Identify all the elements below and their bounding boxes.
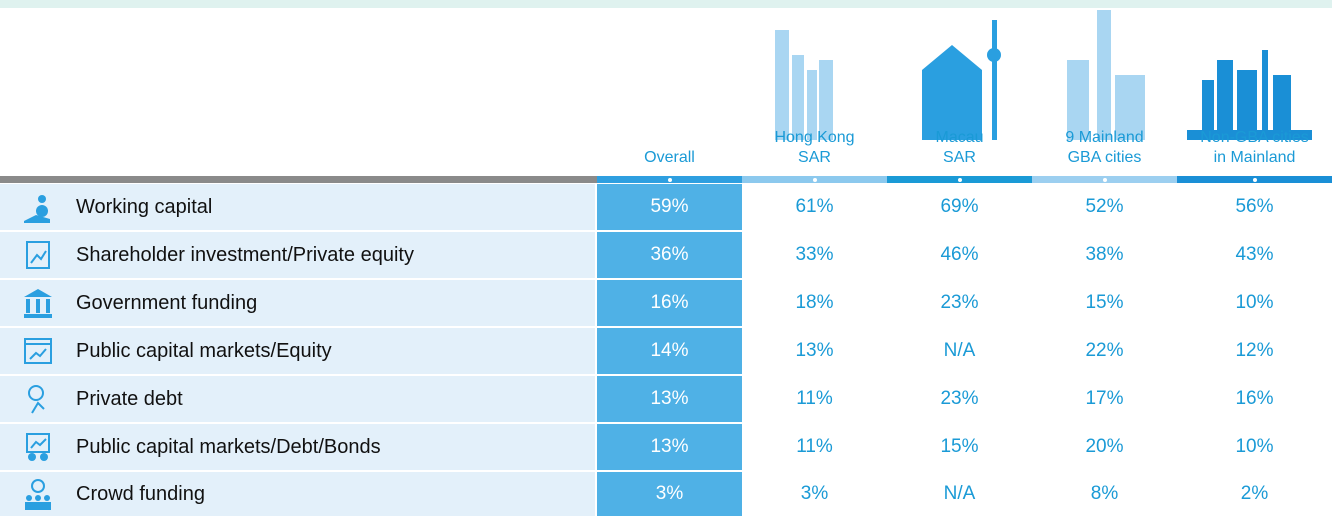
- value-cell: 33%: [742, 232, 887, 278]
- column-header: Hong Kong SAR: [742, 128, 887, 168]
- row-label: Public capital markets/Debt/Bonds: [0, 424, 595, 470]
- value-cell: 10%: [1177, 424, 1332, 470]
- column-header: 9 Mainland GBA cities: [1032, 128, 1177, 168]
- column-header: Overall: [597, 148, 742, 168]
- value-cell: 16%: [1177, 376, 1332, 422]
- value-cell: 52%: [1032, 184, 1177, 230]
- value-cell: N/A: [887, 328, 1032, 374]
- value-cell: N/A: [887, 472, 1032, 516]
- column-bar: [887, 176, 1032, 183]
- value-cell: 59%: [597, 184, 742, 230]
- value-cell: 56%: [1177, 184, 1332, 230]
- column-bar: [1032, 176, 1177, 183]
- value-cell: 69%: [887, 184, 1032, 230]
- value-cell: 61%: [742, 184, 887, 230]
- value-cell: 11%: [742, 424, 887, 470]
- row-icon: [22, 239, 54, 271]
- row-icon: [22, 335, 54, 367]
- row-icon: [22, 478, 54, 510]
- value-cell: 16%: [597, 280, 742, 326]
- value-cell: 13%: [742, 328, 887, 374]
- row-label: Private debt: [0, 376, 595, 422]
- row-icon: [22, 383, 54, 415]
- value-cell: 18%: [742, 280, 887, 326]
- value-cell: 13%: [597, 376, 742, 422]
- column-header: Macau SAR: [887, 128, 1032, 168]
- value-cell: 8%: [1032, 472, 1177, 516]
- table-page: OverallHong Kong SARMacau SAR9 Mainland …: [0, 0, 1332, 516]
- value-cell: 12%: [1177, 328, 1332, 374]
- row-icon: [22, 191, 54, 223]
- value-cell: 22%: [1032, 328, 1177, 374]
- value-cell: 46%: [887, 232, 1032, 278]
- value-cell: 36%: [597, 232, 742, 278]
- column-dot: [958, 178, 962, 182]
- row-label: Crowd funding: [0, 472, 595, 516]
- column-dot: [1103, 178, 1107, 182]
- value-cell: 17%: [1032, 376, 1177, 422]
- value-cell: 15%: [887, 424, 1032, 470]
- value-cell: 13%: [597, 424, 742, 470]
- value-cell: 23%: [887, 376, 1032, 422]
- value-cell: 20%: [1032, 424, 1177, 470]
- row-label: Working capital: [0, 184, 595, 230]
- value-cell: 10%: [1177, 280, 1332, 326]
- value-cell: 3%: [597, 472, 742, 516]
- column-bar: [742, 176, 887, 183]
- row-label: Government funding: [0, 280, 595, 326]
- value-cell: 43%: [1177, 232, 1332, 278]
- column-bar: [1177, 176, 1332, 183]
- value-cell: 14%: [597, 328, 742, 374]
- value-cell: 38%: [1032, 232, 1177, 278]
- column-dot: [813, 178, 817, 182]
- column-dot: [1253, 178, 1257, 182]
- value-cell: 11%: [742, 376, 887, 422]
- value-cell: 23%: [887, 280, 1032, 326]
- row-icon: [22, 431, 54, 463]
- row-icon: [22, 287, 54, 319]
- row-label: Public capital markets/Equity: [0, 328, 595, 374]
- value-cell: 15%: [1032, 280, 1177, 326]
- value-cell: 3%: [742, 472, 887, 516]
- row-label: Shareholder investment/Private equity: [0, 232, 595, 278]
- column-header: Non-GBA cities in Mainland: [1177, 128, 1332, 168]
- value-cell: 2%: [1177, 472, 1332, 516]
- column-bar: [597, 176, 742, 183]
- header-rule: [0, 176, 597, 183]
- column-dot: [668, 178, 672, 182]
